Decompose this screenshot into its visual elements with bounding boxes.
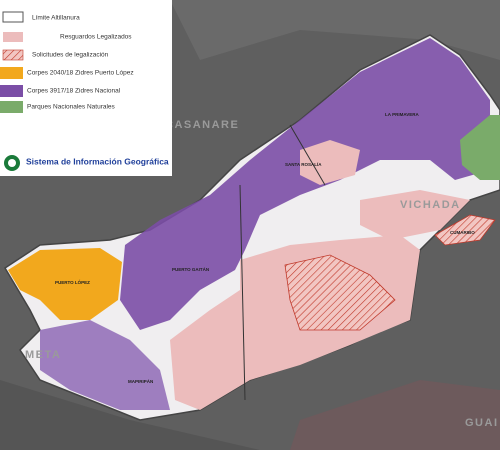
region-label: GUAI [465, 417, 499, 429]
legend-swatch [0, 85, 23, 97]
parque-nacional [460, 115, 500, 180]
legend-label: Corpes 2040/18 Zidres Puerto López [27, 70, 134, 77]
legend-label: Corpes 3917/18 Zidres Nacional [27, 88, 121, 95]
resguardos [360, 190, 470, 240]
region-label: VICHADA [400, 199, 461, 211]
solicitudes [434, 214, 496, 246]
legend-box [0, 0, 172, 176]
logo-title: Sistema de Información Geográfica [26, 156, 169, 166]
legend-swatch [0, 101, 23, 113]
zidres-puerto-lopez [8, 248, 122, 320]
municipality-label: PUERTO GAITÁN [172, 266, 209, 272]
legend-label: Parques Nacionales Naturales [27, 104, 116, 111]
legend-label: Solicitudes de legalización [32, 52, 109, 59]
legend-swatch [2, 11, 24, 23]
municipality-label: LA PRIMAVERA [385, 112, 420, 117]
municipality-label: MAPIRIPÁN [128, 378, 153, 384]
legend-swatch [2, 49, 24, 61]
terrain [0, 380, 260, 450]
municipal-boundary [289, 124, 326, 186]
municipality-label: PUERTO LÓPEZ [55, 278, 90, 285]
municipal-boundary [239, 184, 246, 401]
resguardos [300, 140, 360, 185]
terrain [290, 380, 500, 450]
municipality-label: SANTA ROSALÍA [285, 160, 322, 167]
legend-label: Límite Altillanura [32, 15, 80, 22]
legend-swatch [3, 32, 23, 42]
terrain [170, 0, 500, 60]
logo-icon [8, 159, 16, 167]
region-label: META [25, 349, 61, 361]
zidres-nacional [40, 320, 170, 410]
legend-label: Resguardos Legalizados [60, 34, 132, 41]
solicitudes [284, 254, 396, 331]
municipality-label: CUMARIBO [450, 230, 475, 235]
region-label: CASANARE [165, 119, 239, 131]
zidres-nacional [120, 38, 490, 330]
legend-swatch [0, 67, 23, 79]
